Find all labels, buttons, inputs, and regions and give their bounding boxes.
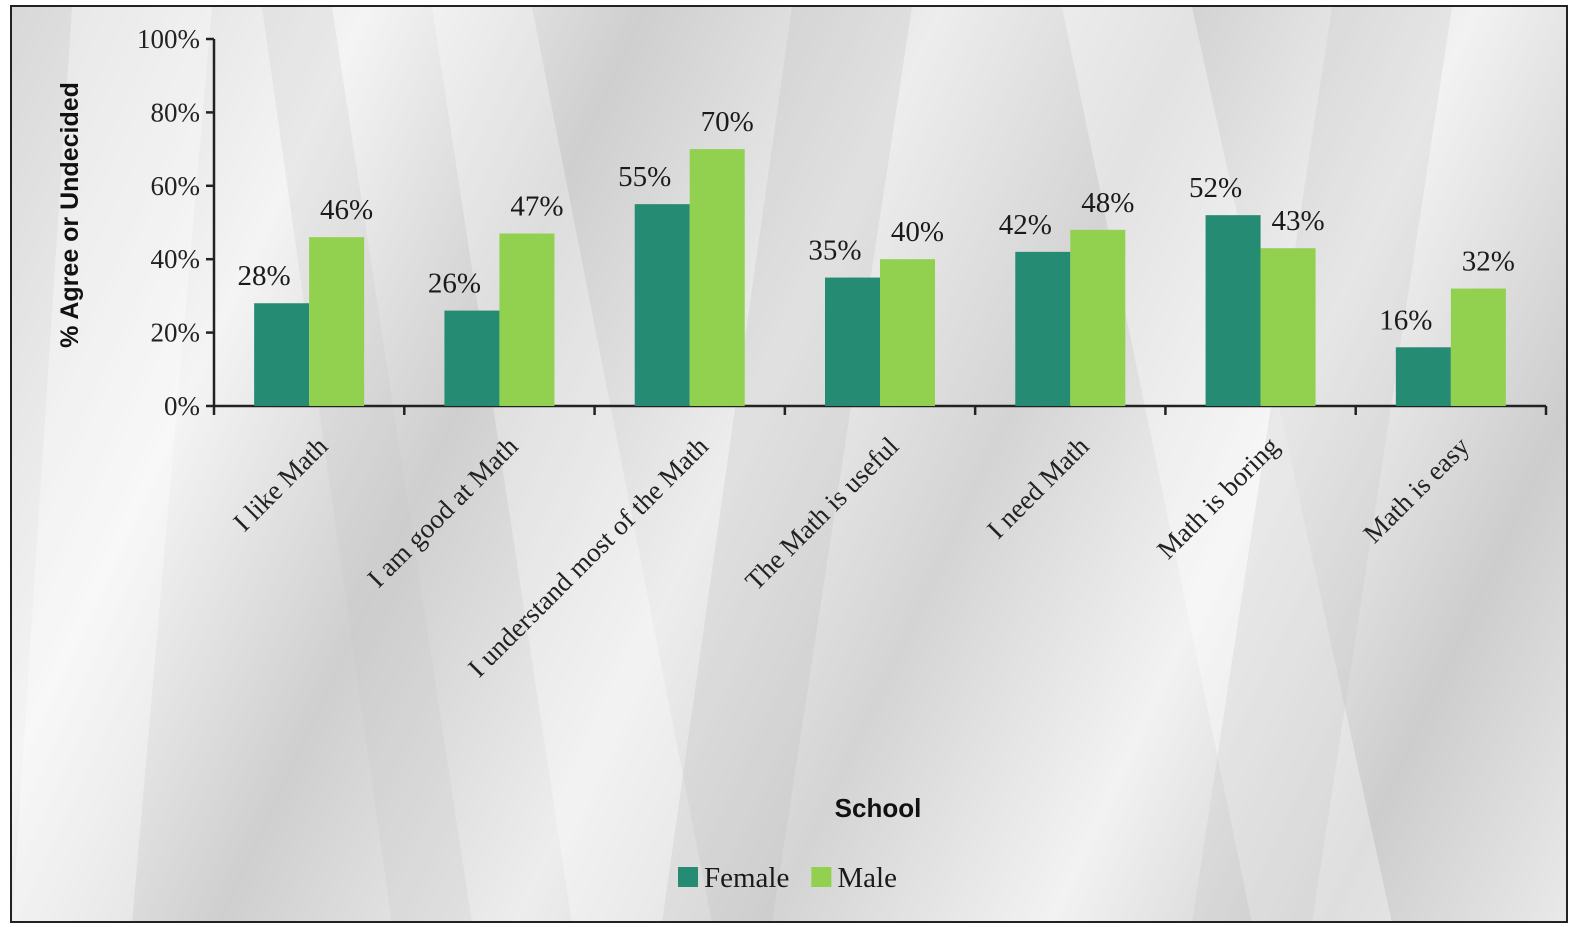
background-texture (12, 7, 1452, 921)
bar-female (444, 310, 500, 406)
data-label: 70% (701, 106, 754, 138)
bar-male (689, 149, 745, 406)
bar-female (634, 204, 690, 406)
bars (254, 149, 1506, 406)
bar-female (825, 277, 880, 406)
data-label: 28% (238, 260, 291, 292)
bar-female (1015, 251, 1071, 406)
data-label: 35% (808, 235, 861, 267)
data-labels: 28% 46% 26% 47% 55% 70% 35% 40% 42% 48% 52% 43% 16% 3… (238, 106, 1515, 336)
y-tick-label: 80% (151, 97, 201, 127)
data-label: 48% (1081, 187, 1134, 219)
legend-swatch-female (678, 867, 698, 887)
x-tick-label: I need Math (981, 431, 1095, 545)
legend-label-male: Male (837, 862, 897, 894)
y-tick-label: 60% (151, 171, 201, 201)
bar-female (1395, 347, 1451, 406)
data-label: 43% (1271, 205, 1324, 237)
bar-chart: 0%20%40%60%80%100% I like Math I am good … (12, 7, 1548, 921)
y-tick-label: 40% (151, 244, 201, 274)
bar-female (254, 303, 310, 406)
data-label: 52% (1189, 172, 1242, 204)
bar-male (1070, 229, 1126, 406)
data-label: 42% (999, 209, 1052, 241)
data-label: 55% (618, 161, 671, 193)
y-axis: 0% 20% 40% 60% 80% 100% (137, 24, 216, 421)
x-axis-title: School (835, 793, 922, 823)
data-label: 32% (1462, 246, 1515, 278)
chart-frame: 0% 20% 40% 60% 80% 100% I like Math I am good … (10, 5, 1568, 923)
data-label: 46% (320, 194, 373, 226)
legend: Female Male (678, 862, 897, 894)
bar-male (1260, 248, 1316, 406)
data-label: 40% (891, 216, 944, 248)
x-tick-label: I like Math (227, 431, 333, 537)
y-axis-title: % Agree or Undecided (56, 82, 84, 348)
y-tick-label: 20% (151, 318, 201, 348)
legend-swatch-male (811, 867, 832, 887)
y-tick-label: 0% (164, 391, 200, 421)
bar-male (1450, 288, 1506, 406)
bar-female (1205, 215, 1261, 406)
data-label: 26% (428, 268, 481, 300)
data-label: 16% (1379, 304, 1432, 336)
bar-male (880, 259, 935, 406)
bar-male (309, 237, 365, 406)
bar-male (499, 233, 555, 406)
legend-label-female: Female (704, 862, 789, 894)
y-tick-label: 100% (137, 24, 200, 54)
data-label: 47% (510, 191, 563, 223)
